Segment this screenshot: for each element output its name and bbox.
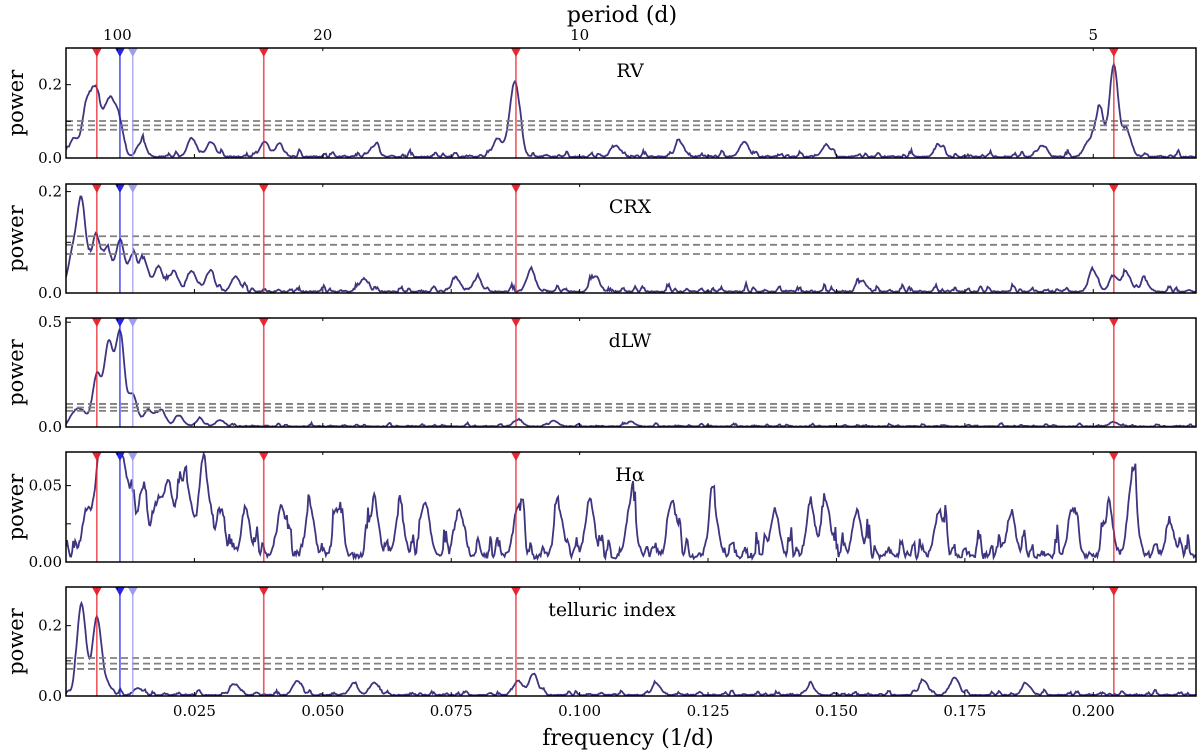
periodogram-line [66, 452, 1196, 562]
ytick-label: 0.5 [38, 313, 62, 331]
period-tick-label: 100 [103, 26, 132, 44]
period-marker-triangle-3 [258, 48, 269, 57]
period-marker-triangle-2 [127, 184, 138, 193]
panel-title: Hα [615, 464, 645, 486]
y-axis-label: power [4, 473, 28, 540]
panels-layer: 0.0 0.2 RV power 0.0 0.2 CRX power 0.0 0.5 dLW powe… [4, 26, 1197, 720]
period-marker-triangle-4 [510, 452, 521, 461]
period-marker-triangle-0 [91, 48, 102, 57]
ytick-label: 0.0 [38, 418, 62, 436]
panel-frame [65, 183, 1197, 294]
ytick-label: 0.2 [38, 183, 62, 201]
period-marker-triangle-5 [1108, 48, 1119, 57]
period-marker-triangle-1 [114, 587, 125, 596]
xtick-label: 0.025 [173, 702, 216, 720]
period-marker-triangle-0 [91, 184, 102, 193]
panel-frame [65, 451, 1197, 563]
panel-title: dLW [609, 330, 652, 352]
panel-title: RV [616, 60, 644, 82]
panel-title: telluric index [548, 599, 676, 621]
xtick-label: 0.175 [943, 702, 986, 720]
period-marker-triangle-5 [1108, 587, 1119, 596]
period-marker-triangle-5 [1108, 184, 1119, 193]
ytick-label: 0.0 [38, 149, 62, 167]
xtick-label: 0.100 [558, 702, 601, 720]
ytick-label: 0.00 [29, 553, 62, 571]
panel-2: 0.0 0.5 dLW power [4, 313, 1197, 436]
period-marker-triangle-2 [127, 318, 138, 327]
xtick-label: 0.150 [815, 702, 858, 720]
period-marker-triangle-0 [91, 452, 102, 461]
period-marker-triangle-3 [258, 318, 269, 327]
period-tick-label: 5 [1088, 26, 1098, 44]
top-axis-title: period (d) [567, 3, 677, 28]
period-marker-triangle-5 [1108, 318, 1119, 327]
periodogram-line [66, 195, 1196, 293]
y-axis-label: power [4, 607, 28, 674]
period-marker-triangle-5 [1108, 452, 1119, 461]
periodogram-line [66, 62, 1196, 158]
xtick-label: 0.050 [301, 702, 344, 720]
period-marker-triangle-3 [258, 452, 269, 461]
panel-frame [65, 586, 1197, 697]
y-axis-label: power [4, 204, 28, 271]
ytick-label: 0.0 [38, 687, 62, 705]
panel-1: 0.0 0.2 CRX power [4, 183, 1197, 302]
period-marker-triangle-0 [91, 318, 102, 327]
period-marker-triangle-1 [114, 184, 125, 193]
panel-3: 0.00 0.05 Hα power [4, 451, 1197, 571]
period-marker-triangle-1 [114, 318, 125, 327]
period-marker-triangle-4 [510, 48, 521, 57]
period-marker-triangle-3 [258, 587, 269, 596]
panel-title: CRX [609, 196, 652, 218]
periodogram-line [66, 328, 1196, 427]
period-marker-triangle-4 [510, 184, 521, 193]
y-axis-label: power [4, 338, 28, 405]
period-marker-triangle-0 [91, 587, 102, 596]
period-marker-triangle-3 [258, 184, 269, 193]
period-marker-triangle-1 [114, 48, 125, 57]
periodogram-line [66, 600, 1196, 696]
xtick-label: 0.075 [430, 702, 473, 720]
ytick-label: 0.05 [29, 477, 62, 495]
panel-frame [65, 47, 1197, 159]
period-tick-label: 20 [313, 26, 332, 44]
ytick-label: 0.0 [38, 284, 62, 302]
period-marker-triangle-2 [127, 452, 138, 461]
ytick-label: 0.2 [38, 617, 62, 635]
panel-0: 0.0 0.2 RV power [4, 47, 1197, 167]
period-marker-triangle-2 [127, 587, 138, 596]
panel-4: 0.0 0.2 telluric index power [4, 586, 1197, 705]
period-marker-triangle-2 [127, 48, 138, 57]
period-marker-triangle-4 [510, 318, 521, 327]
ytick-label: 0.2 [38, 76, 62, 94]
xtick-label: 0.125 [687, 702, 730, 720]
period-marker-triangle-4 [510, 587, 521, 596]
y-axis-label: power [4, 69, 28, 136]
panel-frame [65, 317, 1197, 428]
bottom-axis-title: frequency (1/d) [542, 726, 714, 751]
xtick-label: 0.200 [1072, 702, 1115, 720]
period-tick-label: 10 [570, 26, 589, 44]
